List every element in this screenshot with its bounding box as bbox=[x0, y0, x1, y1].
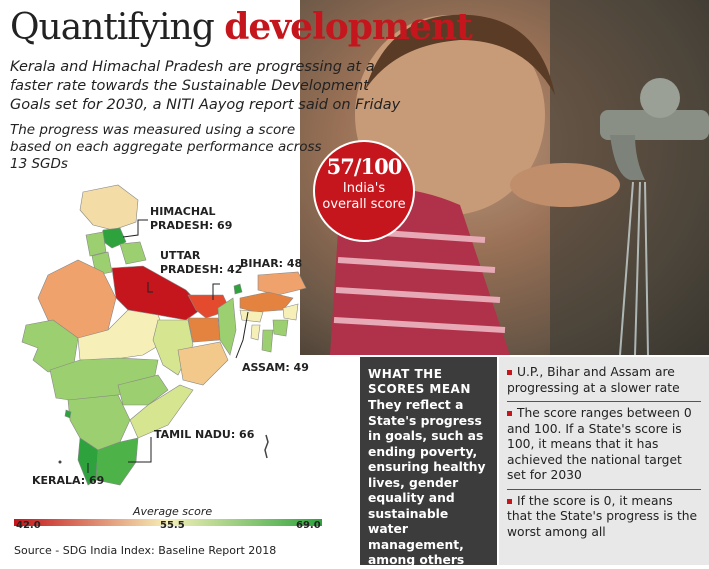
label-uttar-pradesh: UTTAR PRADESH: 42 bbox=[160, 249, 242, 277]
state-telangana bbox=[117, 374, 169, 406]
state-jharkhand bbox=[187, 317, 221, 343]
state-sikkim bbox=[233, 283, 243, 295]
state-goa bbox=[64, 409, 72, 419]
label-assam: ASSAM: 49 bbox=[242, 361, 309, 374]
state-gujarat bbox=[21, 319, 79, 373]
label-bihar: BIHAR: 48 bbox=[240, 257, 303, 270]
bullet-square-icon bbox=[507, 411, 512, 416]
label-himachal-text: HIMACHAL PRADESH: 69 bbox=[150, 205, 233, 232]
page-title: Quantifying development bbox=[10, 6, 473, 48]
state-manipur bbox=[272, 319, 289, 337]
bullet-point: If the score is 0, it means that the Sta… bbox=[507, 490, 701, 546]
label-himachal-pradesh: HIMACHAL PRADESH: 69 bbox=[150, 205, 232, 233]
badge-label-line1: India's bbox=[342, 181, 386, 196]
state-jammu-kashmir bbox=[79, 184, 139, 231]
legend-mid: 55.5 bbox=[160, 520, 185, 531]
state-meghalaya bbox=[239, 309, 264, 323]
source-note: Source - SDG India Index: Baseline Repor… bbox=[14, 544, 277, 557]
andaman-islands bbox=[264, 434, 269, 459]
bullet-text: U.P., Bihar and Assam are progressing at… bbox=[507, 365, 680, 395]
legend-max: 69.0 bbox=[296, 520, 321, 531]
label-uttar-text: UTTAR PRADESH: 42 bbox=[160, 249, 243, 276]
key-points-panel: U.P., Bihar and Assam are progressing at… bbox=[499, 357, 709, 565]
bullet-square-icon bbox=[507, 370, 512, 375]
overall-score-badge: 57/100 India's overall score bbox=[313, 140, 415, 242]
state-tripura bbox=[250, 324, 261, 341]
label-kerala: KERALA: 69 bbox=[32, 474, 105, 487]
title-highlight: development bbox=[224, 6, 473, 48]
state-arunachal-pradesh bbox=[257, 271, 307, 296]
subtitle-measurement: The progress was measured using a score … bbox=[10, 122, 322, 172]
subtitle: Kerala and Himachal Pradesh are progress… bbox=[10, 59, 401, 113]
overall-score: 57/100 bbox=[326, 154, 403, 179]
state-mizoram bbox=[261, 329, 274, 353]
label-tamil-nadu: TAMIL NADU: 66 bbox=[154, 428, 255, 441]
legend-title: Average score bbox=[133, 505, 213, 518]
scores-meaning-heading: WHAT THE SCORES MEAN bbox=[368, 367, 471, 396]
state-uttarakhand bbox=[119, 241, 147, 265]
pointer-bihar bbox=[212, 283, 220, 300]
pointer-assam bbox=[235, 311, 249, 359]
state-nagaland bbox=[282, 303, 299, 321]
state-odisha bbox=[177, 341, 229, 386]
pointer-uttar bbox=[147, 282, 153, 293]
title-plain: Quantifying bbox=[10, 7, 225, 48]
bullet-square-icon bbox=[507, 498, 512, 504]
pointer-himachal bbox=[122, 219, 148, 238]
state-kerala bbox=[77, 437, 99, 486]
pointer-tamil bbox=[128, 437, 152, 463]
state-west-bengal bbox=[217, 297, 237, 356]
legend-color-scale bbox=[14, 519, 322, 526]
scores-meaning-panel: WHAT THE SCORES MEAN They reflect a Stat… bbox=[360, 357, 497, 567]
state-punjab bbox=[85, 231, 107, 257]
india-map bbox=[21, 184, 307, 486]
bullet-point: The score ranges between 0 and 100. If a… bbox=[507, 402, 701, 490]
lakshadweep-islands bbox=[58, 460, 62, 464]
legend-min: 42.0 bbox=[16, 520, 41, 531]
bullet-point: U.P., Bihar and Assam are progressing at… bbox=[507, 361, 701, 402]
scores-meaning-body: They reflect a State's progress in goals… bbox=[368, 398, 486, 567]
bullet-text: The score ranges between 0 and 100. If a… bbox=[507, 406, 692, 482]
bullet-text: If the score is 0, it means that the Sta… bbox=[507, 493, 698, 539]
badge-label-line2: overall score bbox=[322, 197, 406, 212]
